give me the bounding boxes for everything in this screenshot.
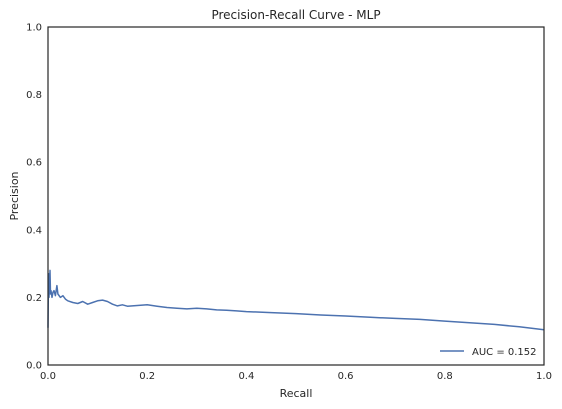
x-axis-label: Recall [280,387,313,400]
x-tick-label: 0.4 [238,371,254,382]
x-tick-label: 0.0 [40,371,56,382]
y-tick-label: 0.4 [26,225,42,236]
y-tick-label: 0.6 [26,158,42,169]
y-tick-label: 0.2 [26,293,42,304]
y-tick-label: 0.8 [26,90,42,101]
x-axis: 0.0 0.2 0.4 0.6 0.8 1.0 [40,371,552,382]
chart-title: Precision-Recall Curve - MLP [211,8,380,22]
plot-area [47,269,545,331]
x-tick-label: 1.0 [536,371,552,382]
y-tick-label: 1.0 [26,23,42,34]
legend-label: AUC = 0.152 [472,347,537,358]
x-tick-label: 0.8 [437,371,453,382]
y-tick-label: 0.0 [26,361,42,372]
series-line [47,269,545,331]
x-tick-label: 0.2 [139,371,155,382]
y-axis: 0.0 0.2 0.4 0.6 0.8 1.0 [26,23,42,372]
y-axis-label: Precision [8,171,21,220]
x-tick-label: 0.6 [338,371,354,382]
plot-frame [47,26,545,366]
legend: AUC = 0.152 [440,347,537,358]
